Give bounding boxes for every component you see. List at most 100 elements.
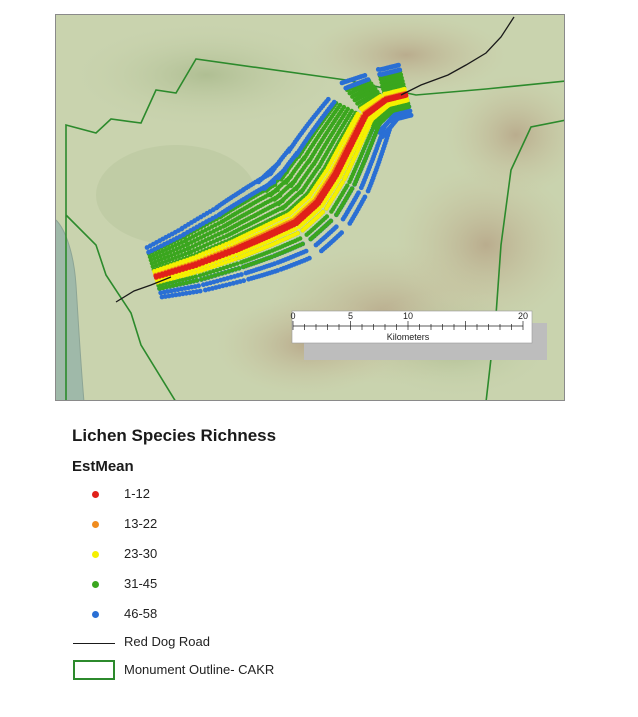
richness-point bbox=[176, 278, 182, 283]
richness-point bbox=[197, 288, 203, 294]
richness-point bbox=[295, 230, 300, 236]
richness-point bbox=[163, 294, 168, 299]
richness-point bbox=[173, 292, 179, 298]
richness-point bbox=[298, 236, 303, 241]
richness-point bbox=[205, 242, 210, 247]
richness-point bbox=[211, 269, 216, 274]
richness-point bbox=[224, 241, 229, 247]
richness-point bbox=[210, 247, 216, 252]
richness-point bbox=[349, 108, 354, 114]
richness-point bbox=[365, 77, 371, 82]
richness-point bbox=[206, 266, 211, 271]
richness-point bbox=[218, 266, 223, 272]
coastal-water bbox=[56, 220, 84, 400]
richness-point bbox=[173, 279, 178, 284]
richness-point bbox=[362, 73, 368, 78]
richness-point bbox=[183, 251, 188, 257]
richness-point bbox=[194, 254, 199, 259]
richness-point bbox=[175, 274, 180, 280]
richness-point bbox=[178, 249, 184, 254]
scale-unit-label: Kilometers bbox=[387, 332, 430, 342]
richness-point bbox=[307, 255, 312, 261]
legend-swatch-dot bbox=[92, 611, 99, 618]
richness-point bbox=[170, 256, 175, 262]
richness-point bbox=[324, 214, 330, 219]
richness-point bbox=[171, 248, 176, 253]
map-panel: 0 5 10 20 Kilometers bbox=[55, 14, 565, 401]
richness-point bbox=[166, 258, 172, 263]
outline-box-swatch bbox=[73, 660, 115, 680]
richness-point bbox=[216, 272, 221, 277]
richness-point bbox=[185, 272, 191, 277]
richness-point bbox=[206, 236, 212, 241]
richness-point bbox=[345, 183, 350, 188]
richness-point bbox=[228, 263, 233, 268]
richness-point bbox=[193, 242, 199, 247]
richness-point bbox=[177, 282, 183, 287]
richness-point bbox=[300, 241, 305, 247]
richness-point bbox=[200, 251, 206, 256]
richness-point bbox=[236, 266, 242, 271]
richness-point bbox=[203, 267, 208, 272]
richness-point bbox=[226, 259, 231, 264]
richness-point bbox=[397, 67, 403, 73]
richness-point bbox=[199, 268, 204, 273]
richness-point bbox=[219, 271, 225, 276]
richness-point bbox=[345, 106, 350, 112]
richness-point bbox=[317, 206, 322, 211]
richness-point bbox=[169, 280, 175, 285]
richness-point bbox=[163, 281, 168, 286]
richness-point bbox=[216, 231, 221, 237]
richness-point bbox=[230, 257, 235, 263]
richness-point bbox=[201, 272, 206, 277]
richness-point bbox=[207, 248, 212, 254]
richness-point bbox=[191, 255, 196, 260]
scale-tick-5: 5 bbox=[348, 311, 353, 321]
richness-point bbox=[159, 294, 165, 300]
richness-point bbox=[207, 270, 213, 275]
richness-point bbox=[325, 96, 331, 102]
legend-field-name: EstMean bbox=[72, 458, 134, 475]
richness-point bbox=[212, 273, 218, 278]
richness-point bbox=[180, 277, 185, 282]
richness-point bbox=[339, 230, 344, 236]
richness-point bbox=[235, 261, 240, 266]
legend-item-label: 23-30 bbox=[124, 546, 158, 561]
richness-point bbox=[179, 273, 184, 279]
richness-point bbox=[176, 254, 182, 259]
richness-point bbox=[162, 255, 167, 261]
richness-point bbox=[214, 268, 220, 273]
richness-point bbox=[192, 248, 197, 253]
richness-point bbox=[340, 180, 345, 185]
richness-point bbox=[186, 276, 192, 281]
richness-point bbox=[408, 112, 414, 118]
richness-point bbox=[167, 284, 172, 289]
coastline bbox=[56, 219, 85, 400]
richness-point bbox=[219, 261, 225, 266]
richness-point bbox=[172, 275, 177, 281]
legend-item-label: 13-22 bbox=[124, 516, 158, 531]
legend-item-outline: Monument Outline- CAKR bbox=[72, 660, 472, 682]
richness-point bbox=[204, 271, 209, 276]
richness-point bbox=[405, 98, 410, 103]
richness-point bbox=[217, 244, 222, 249]
richness-point bbox=[218, 236, 223, 241]
richness-point bbox=[166, 280, 171, 286]
richness-point bbox=[209, 274, 214, 279]
richness-point bbox=[333, 224, 339, 230]
richness-point bbox=[193, 274, 198, 279]
richness-point bbox=[403, 93, 409, 98]
richness-point bbox=[362, 194, 368, 200]
scale-tick-10: 10 bbox=[403, 311, 413, 321]
legend-item-23-30: 23-30 bbox=[72, 546, 472, 566]
legend-item-13-22: 13-22 bbox=[72, 516, 472, 536]
richness-point bbox=[213, 263, 218, 269]
richness-point bbox=[211, 239, 216, 244]
richness-point bbox=[204, 250, 209, 255]
richness-point bbox=[224, 264, 230, 270]
legend-item-1-12: 1-12 bbox=[72, 486, 472, 506]
scale-tick-20: 20 bbox=[518, 311, 528, 321]
legend-swatch-dot bbox=[92, 551, 99, 558]
legend-outline-label: Monument Outline- CAKR bbox=[124, 662, 275, 677]
richness-point bbox=[157, 286, 162, 291]
